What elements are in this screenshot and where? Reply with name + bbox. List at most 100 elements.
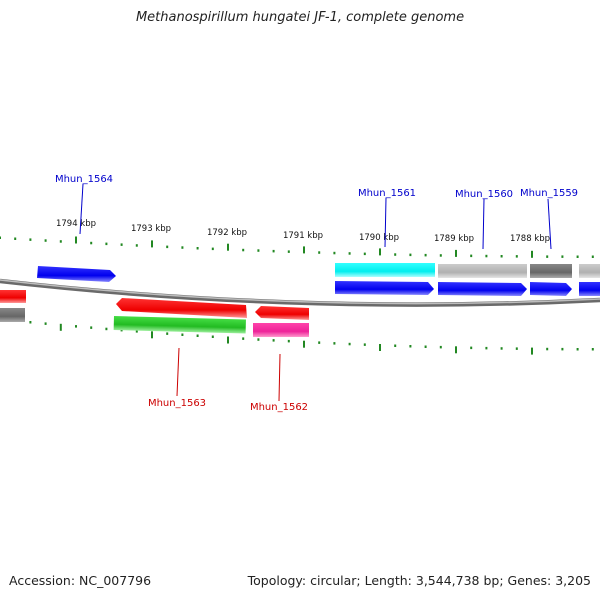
- accession-text: Accession: NC_007796: [9, 573, 152, 588]
- upper-tick: [455, 249, 457, 257]
- lower-tick: [546, 347, 549, 351]
- lower-tick: [333, 342, 336, 345]
- lower-tick: [303, 340, 305, 348]
- upper-tick: [90, 241, 93, 245]
- gene-partial-blue-right[interactable]: [579, 282, 600, 296]
- upper-tick: [29, 238, 32, 241]
- upper-tick: [561, 255, 564, 258]
- upper-tick: [318, 251, 321, 254]
- upper-tick: [242, 248, 245, 252]
- gene-partial-red-left[interactable]: [0, 290, 26, 303]
- upper-tick: [135, 244, 138, 247]
- upper-tick: [272, 249, 275, 253]
- gene-mhun-1560-cds[interactable]: [438, 264, 527, 278]
- lower-tick: [181, 333, 184, 336]
- leader-mhun-1564: [79, 183, 84, 235]
- lower-tick: [394, 344, 397, 347]
- label-mhun-1560[interactable]: Mhun_1560: [455, 189, 513, 200]
- label-mhun-1559[interactable]: Mhun_1559: [520, 188, 578, 199]
- leader-mhun-1561: [384, 197, 387, 248]
- gene-mhun-1563[interactable]: [116, 298, 247, 318]
- upper-tick: [59, 240, 62, 243]
- upper-tick: [470, 254, 473, 258]
- lower-tick: [455, 346, 457, 354]
- gene-mhun-1561[interactable]: [335, 281, 434, 295]
- gene-mhun-1559[interactable]: [530, 282, 572, 296]
- upper-tick: [257, 249, 260, 252]
- upper-tick: [44, 239, 47, 242]
- upper-tick: [287, 250, 290, 253]
- upper-tick: [576, 255, 579, 258]
- lower-tick: [287, 339, 290, 343]
- genome-summary-text: Topology: circular; Length: 3,544,738 bp…: [247, 573, 591, 588]
- lower-tick: [211, 335, 214, 338]
- lower-tick: [75, 325, 77, 328]
- upper-tick: [394, 253, 397, 256]
- lower-tick: [348, 342, 351, 346]
- lower-tick: [470, 346, 473, 350]
- kbp-label-1794: 1794 kbp: [56, 219, 96, 229]
- upper-tick: [409, 253, 412, 257]
- lower-tick: [363, 343, 366, 346]
- upper-tick: [227, 243, 229, 251]
- lower-tick: [409, 345, 412, 348]
- lower-tick: [151, 331, 153, 339]
- lower-tick: [591, 348, 594, 351]
- upper-tick: [166, 245, 169, 249]
- label-mhun-1561[interactable]: Mhun_1561: [358, 188, 416, 199]
- upper-tick: [14, 237, 17, 240]
- gene-mhun-1562-cds[interactable]: [253, 323, 309, 337]
- leader-mhun-1562: [278, 353, 281, 402]
- gene-mhun-1562[interactable]: [255, 306, 309, 320]
- gene-partial-gray-left[interactable]: [0, 308, 25, 322]
- gene-mhun-1561-cds[interactable]: [335, 263, 435, 277]
- lower-tick: [515, 347, 518, 350]
- leader-mhun-1563: [176, 347, 180, 397]
- lower-tick: [242, 337, 245, 340]
- upper-tick: [181, 246, 184, 249]
- upper-tick: [0, 236, 1, 239]
- label-mhun-1562[interactable]: Mhun_1562: [250, 402, 308, 413]
- gene-mhun-1563-cds[interactable]: [113, 316, 246, 334]
- upper-tick: [211, 247, 214, 251]
- upper-tick: [120, 243, 123, 246]
- lower-tick: [379, 344, 381, 351]
- gene-partial-gray-right[interactable]: [579, 264, 600, 278]
- upper-tick: [439, 254, 442, 257]
- kbp-label-1789: 1789 kbp: [434, 234, 474, 244]
- leader-mhun-1559: [547, 198, 552, 250]
- kbp-label-1788: 1788 kbp: [510, 234, 550, 244]
- upper-tick: [424, 253, 427, 257]
- lower-tick: [227, 336, 229, 344]
- upper-tick: [591, 255, 594, 258]
- label-mhun-1563[interactable]: Mhun_1563: [148, 398, 206, 409]
- lower-tick: [166, 332, 169, 335]
- lower-tick: [485, 346, 488, 350]
- lower-tick: [105, 327, 108, 331]
- upper-tick: [348, 252, 351, 255]
- upper-tick: [515, 255, 518, 258]
- lower-tick: [439, 345, 442, 349]
- gene-mhun-1564[interactable]: [37, 266, 116, 282]
- lower-tick: [135, 330, 138, 333]
- upper-tick: [151, 240, 153, 248]
- lower-tick: [531, 347, 533, 355]
- kbp-label-1791: 1791 kbp: [283, 231, 323, 241]
- lower-tick: [257, 338, 260, 341]
- lower-tick: [59, 323, 62, 331]
- lower-tick: [576, 348, 579, 351]
- gene-mhun-1559-cds[interactable]: [530, 264, 572, 278]
- genome-backbone: [0, 278, 600, 307]
- gene-mhun-1560[interactable]: [438, 282, 527, 296]
- upper-tick: [333, 251, 336, 255]
- kbp-label-1793: 1793 kbp: [131, 224, 171, 234]
- lower-tick: [318, 341, 321, 344]
- lower-tick: [561, 347, 564, 351]
- label-mhun-1564[interactable]: Mhun_1564: [55, 174, 113, 185]
- lower-tick: [29, 321, 32, 324]
- upper-tick: [303, 246, 305, 254]
- upper-tick: [379, 248, 381, 256]
- upper-tick: [363, 252, 366, 256]
